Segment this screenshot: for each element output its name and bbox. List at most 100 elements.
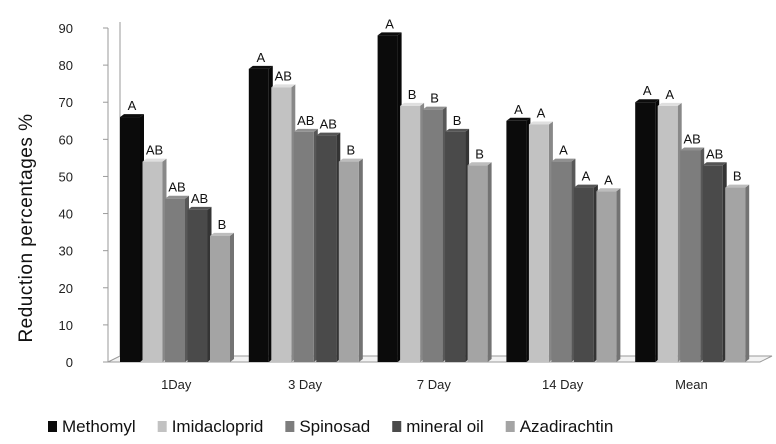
legend-swatch (285, 421, 295, 432)
y-tick-label: 50 (59, 169, 73, 184)
legend-entry: Azadirachtin (520, 417, 614, 436)
bar-top (165, 195, 189, 199)
data-label: AB (146, 143, 163, 158)
bar-top (248, 65, 273, 69)
y-tick-label: 40 (59, 207, 73, 222)
bar-top (725, 184, 750, 188)
data-label: AB (275, 68, 292, 83)
bar (248, 68, 269, 363)
data-label: AB (684, 131, 701, 146)
bar-top (702, 162, 727, 166)
bar (400, 105, 421, 362)
legend-swatch (48, 421, 57, 432)
bar (142, 161, 163, 362)
bar-top (271, 84, 296, 88)
bar-top (293, 128, 318, 132)
bar (210, 235, 230, 362)
data-label: AB (320, 117, 337, 132)
bar (506, 120, 527, 363)
legend-swatch (505, 421, 515, 432)
y-axis: 0 10 20 30 40 50 60 70 80 90 (59, 21, 108, 370)
bar (293, 131, 314, 362)
data-label: B (218, 217, 227, 232)
legend-entry: Imidacloprid (172, 417, 264, 436)
bar-top (316, 132, 341, 136)
bar (187, 209, 208, 362)
x-tick-label: 7 Day (417, 377, 451, 392)
bar (338, 161, 359, 362)
bar-top (445, 128, 470, 132)
bar-top (377, 32, 402, 36)
legend-entry: Spinosad (299, 417, 370, 436)
bar (680, 150, 701, 362)
data-label: A (665, 87, 674, 102)
bar-top (187, 206, 212, 210)
bar-top (120, 114, 144, 118)
bar-top (680, 147, 705, 151)
x-axis: 1Day 3 Day 7 Day 14 Day Mean (161, 377, 708, 392)
data-label: AB (191, 191, 208, 206)
bar-top (551, 158, 576, 162)
bar-top (422, 106, 447, 110)
legend-entry: Methomyl (62, 417, 136, 436)
bar (165, 198, 185, 362)
data-label: B (346, 143, 355, 158)
bar (445, 131, 466, 362)
bar-top (506, 117, 531, 121)
legend-swatch (392, 421, 402, 432)
bar-side (745, 184, 750, 362)
data-label: A (256, 50, 265, 65)
legend: Methomyl Imidacloprid Spinosad mineral oil A… (48, 417, 613, 436)
bar-top (657, 102, 682, 106)
data-label: A (643, 83, 652, 98)
data-label: B (475, 146, 484, 161)
bar (422, 109, 443, 363)
data-label: AB (168, 180, 185, 195)
bar-top (210, 232, 234, 236)
data-label: A (559, 143, 568, 158)
legend-entry: mineral oil (406, 417, 483, 436)
data-label: AB (297, 113, 314, 128)
data-label: A (385, 16, 394, 31)
bar-top (142, 158, 167, 162)
bar-top (635, 99, 660, 103)
y-tick-label: 10 (59, 318, 73, 333)
bar (657, 105, 678, 362)
bar-top (528, 121, 553, 125)
y-tick-label: 30 (59, 244, 73, 259)
x-tick-label: 14 Day (542, 377, 584, 392)
bar (702, 165, 723, 362)
data-label: A (128, 98, 137, 113)
data-label: A (537, 105, 546, 120)
bar-side (358, 158, 363, 362)
bar (377, 35, 398, 363)
bar-side (487, 162, 492, 362)
bar-top (573, 184, 598, 188)
bar (467, 165, 488, 362)
x-tick-label: 1Day (161, 377, 192, 392)
data-label: B (733, 169, 742, 184)
bar (528, 124, 549, 362)
y-tick-label: 90 (59, 21, 73, 36)
bar-top (467, 162, 492, 166)
y-tick-label: 0 (66, 355, 73, 370)
bar (635, 102, 656, 362)
bar (573, 187, 594, 362)
x-tick-label: Mean (675, 377, 708, 392)
bar-side (616, 188, 621, 362)
y-axis-label: Reduction percentages % (16, 113, 37, 342)
bar (120, 117, 140, 362)
y-tick-label: 60 (59, 132, 73, 147)
bar (316, 135, 337, 362)
bar (596, 191, 617, 362)
data-label: A (604, 172, 613, 187)
bar (551, 161, 572, 362)
bar-top (596, 188, 621, 192)
bar (271, 87, 292, 362)
bar (725, 187, 746, 362)
data-label: B (408, 87, 417, 102)
data-label: A (514, 102, 523, 117)
data-label: B (430, 91, 439, 106)
